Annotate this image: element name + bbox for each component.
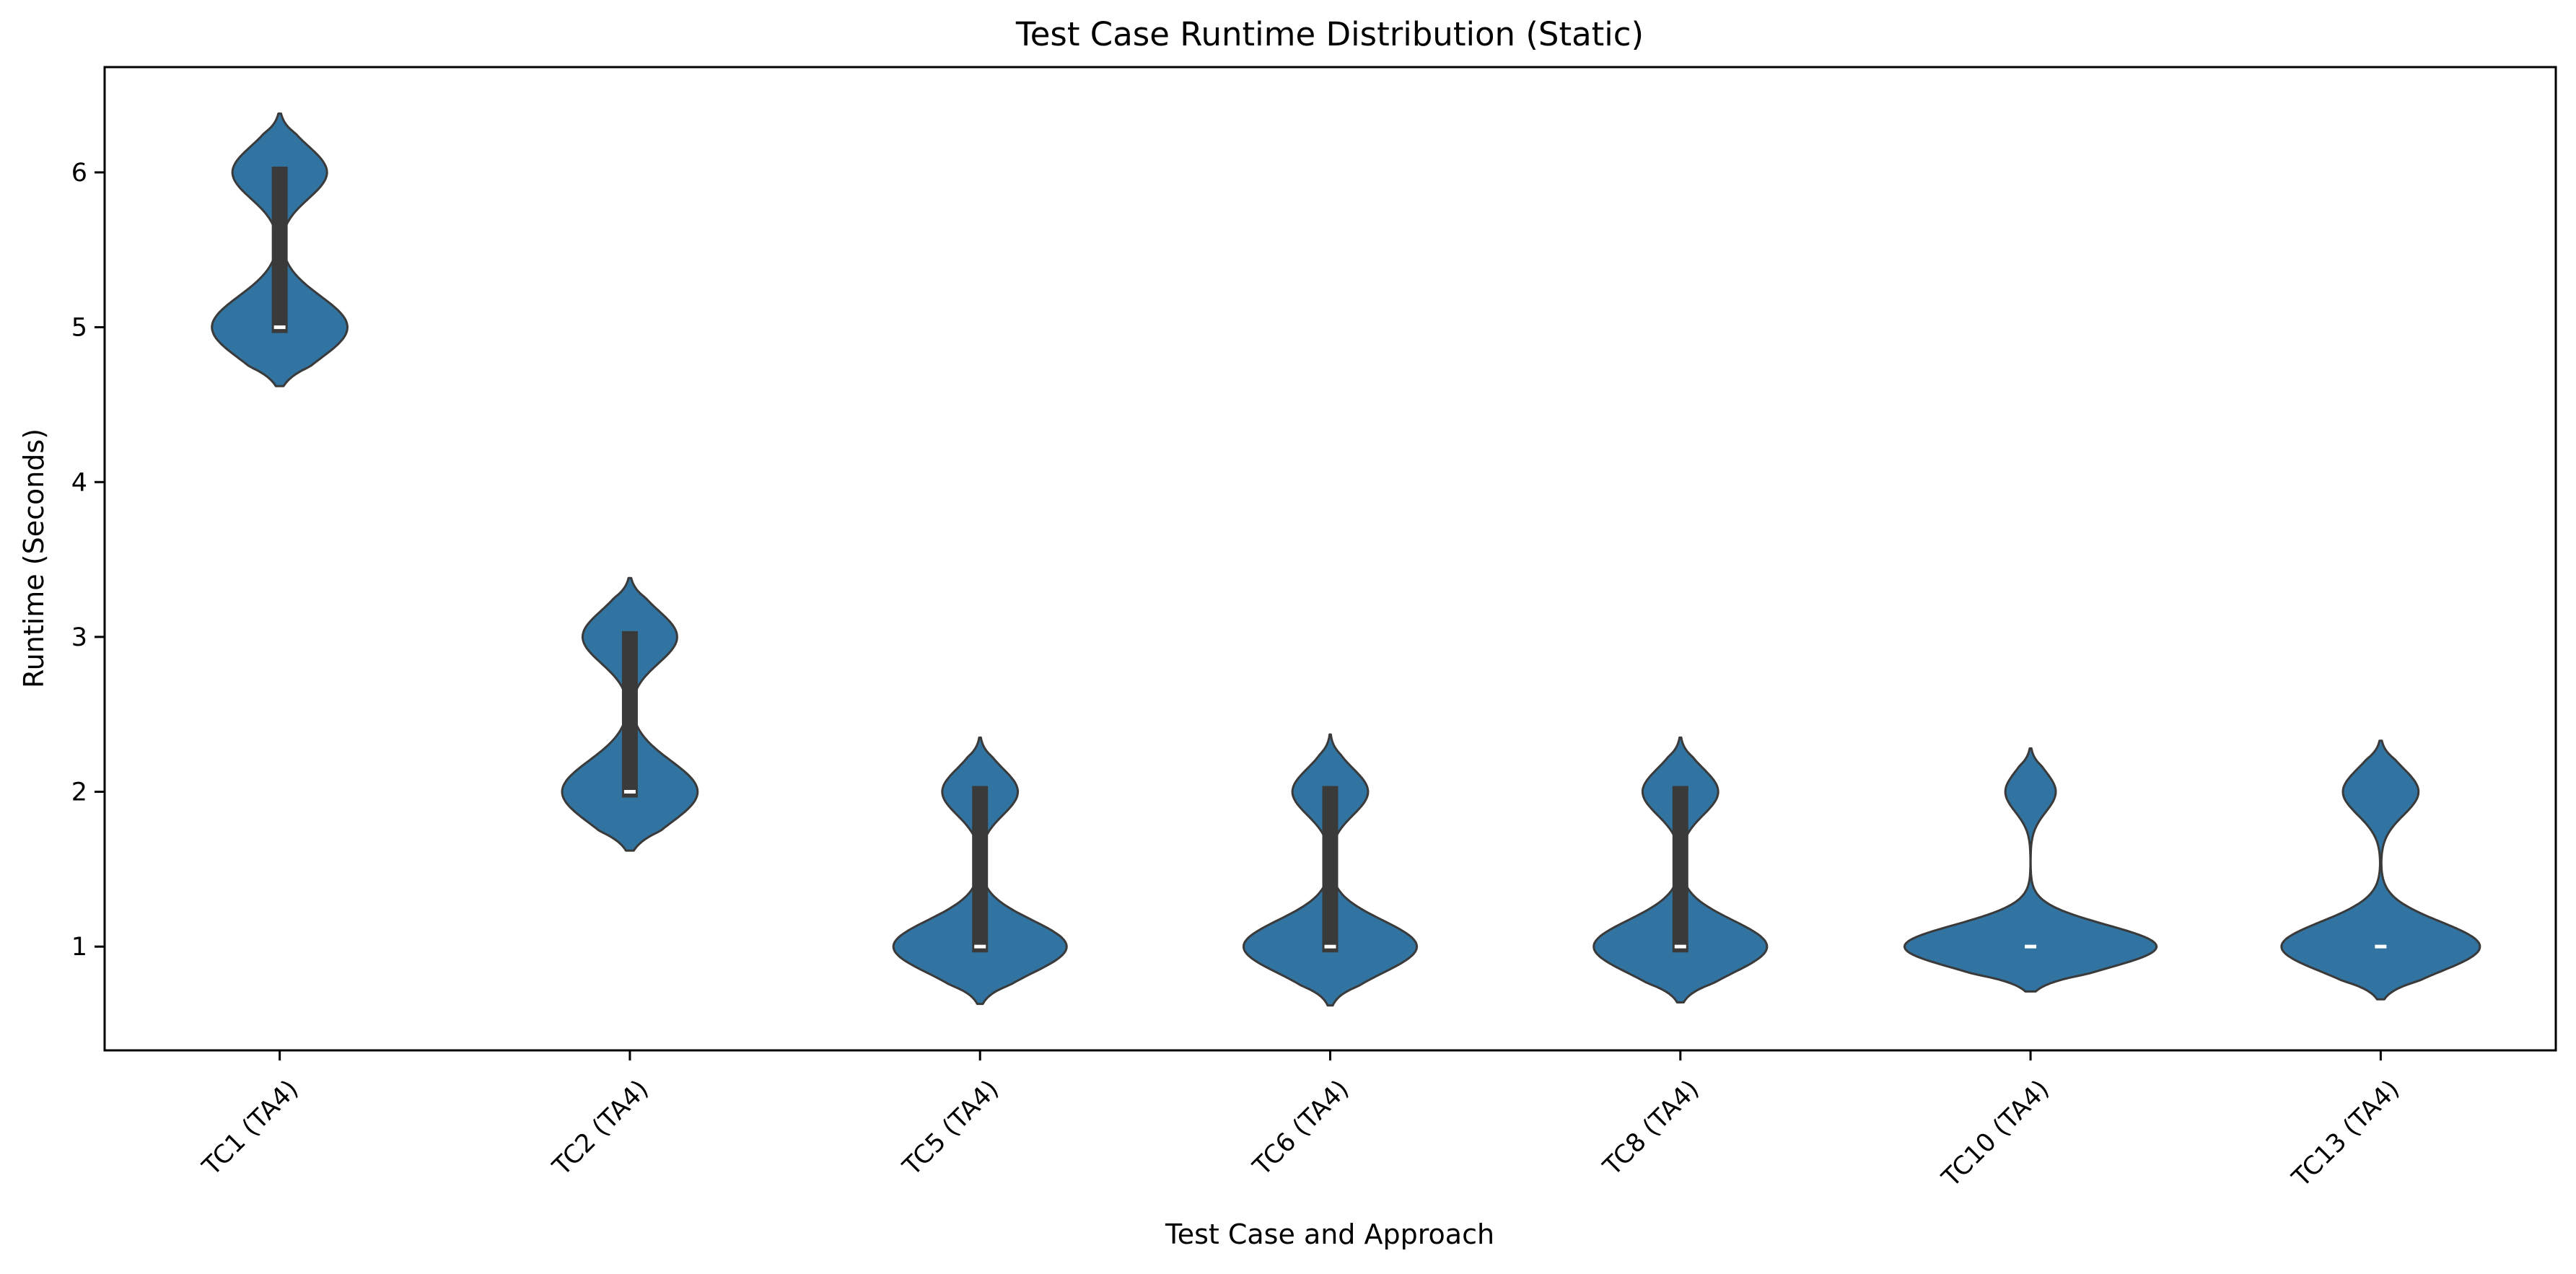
violin-2	[561, 576, 699, 852]
violin-1	[211, 112, 349, 387]
violin-5	[1593, 736, 1769, 1003]
violin-body	[1903, 747, 2158, 993]
iqr-box	[1322, 786, 1339, 953]
x-axis-label: Test Case and Approach	[1165, 1218, 1494, 1250]
violin-4	[1242, 733, 1419, 1007]
chart-title: Test Case Runtime Distribution (Static)	[1015, 15, 1644, 53]
y-tick-label: 2	[71, 778, 87, 807]
y-tick-label: 6	[71, 159, 87, 188]
y-tick-label: 1	[71, 933, 87, 962]
y-tick-label: 4	[71, 468, 87, 497]
iqr-box	[1672, 786, 1688, 953]
y-tick-label: 3	[71, 623, 87, 652]
violin-body	[2280, 739, 2481, 1001]
violins-layer	[211, 112, 2481, 1007]
iqr-box	[621, 631, 638, 798]
y-axis-label: Runtime (Seconds)	[18, 429, 50, 688]
violin-6	[1903, 747, 2158, 993]
y-axis: 1 2 3 4 5 6	[71, 159, 105, 962]
iqr-box	[271, 166, 288, 333]
iqr-box	[972, 786, 989, 953]
y-tick-label: 5	[71, 314, 87, 343]
violin-7	[2280, 739, 2481, 1001]
violin-3	[892, 736, 1068, 1006]
